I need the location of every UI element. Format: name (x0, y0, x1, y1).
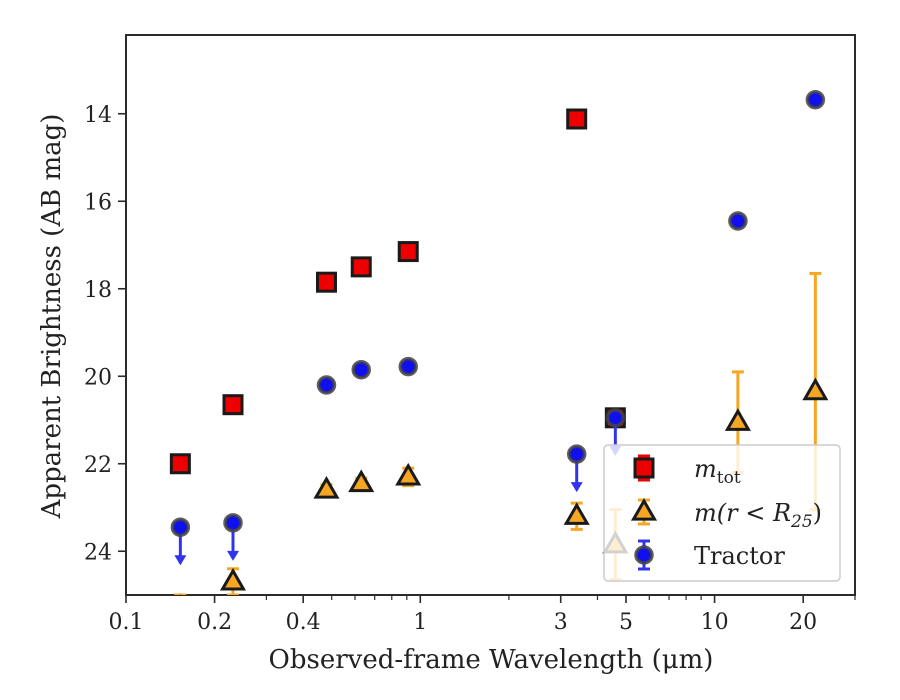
mtot-marker (315, 271, 337, 293)
tractor-marker (566, 444, 587, 464)
tractor-marker (605, 408, 626, 428)
mtot-marker (397, 241, 419, 263)
mr25-marker (395, 462, 422, 486)
tractor-marker (351, 359, 371, 380)
error-bar (174, 593, 187, 595)
mr25-marker (348, 469, 375, 493)
tractor-marker (170, 517, 191, 537)
mtot-marker (169, 453, 191, 475)
legend: mtot m(r < R25) Tractor (603, 444, 841, 582)
plot-frame (125, 34, 856, 596)
legend-label: Tractor (694, 542, 785, 570)
mtot-marker (222, 394, 244, 416)
arrow-head (227, 550, 240, 561)
tractor-marker (805, 90, 826, 110)
x-tick-label: 20 (789, 610, 817, 635)
mr25-marker (313, 475, 340, 499)
x-tick-label: 0.4 (286, 610, 321, 635)
y-tick-label: 18 (84, 278, 112, 303)
tractor-marker (223, 513, 243, 533)
mtot-marker (566, 108, 588, 130)
legend-mr25-marker (630, 497, 658, 521)
axis-ticks: 0.1 0.2 0.4 1 3 5 10 20 14 16 18 20 22 24 (84, 103, 856, 635)
x-tick-label: 0.2 (197, 610, 232, 635)
mr25-marker (724, 408, 751, 431)
x-tick-label: 5 (619, 610, 633, 635)
legend-handle (634, 539, 654, 571)
mr25-marker (802, 377, 829, 401)
y-tick-label: 20 (84, 365, 112, 390)
x-tick-label: 1 (413, 610, 427, 635)
legend-label: mtot (694, 455, 741, 488)
legend-handle (633, 454, 655, 482)
y-tick-label: 14 (84, 103, 112, 128)
x-tick-label: 3 (554, 610, 568, 635)
series-square (169, 108, 626, 475)
legend-box (603, 444, 841, 582)
y-tick-label: 22 (84, 453, 112, 478)
x-axis-label: Observed-frame Wavelength (μm) (269, 645, 714, 675)
mtot-marker (350, 256, 372, 278)
mr25-marker (219, 567, 247, 591)
series-circle (170, 90, 826, 566)
tractor-marker (728, 211, 748, 231)
x-tick-label: 10 (701, 610, 729, 635)
legend-handle (630, 497, 658, 526)
legend-tractor-marker (634, 545, 654, 565)
legend-label: m(r < R25) (694, 499, 822, 532)
arrow-head (174, 555, 187, 566)
arrow-head (570, 482, 583, 493)
tractor-marker (398, 356, 418, 377)
legend-mtot-marker (633, 457, 655, 479)
tractor-marker (316, 375, 337, 395)
mr25-marker (563, 502, 590, 525)
y-tick-label: 16 (84, 190, 112, 215)
y-tick-label: 24 (84, 540, 112, 565)
plot-border (125, 34, 856, 596)
y-axis-label: Apparent Brightness (AB mag) (37, 114, 67, 520)
mr25-marker (179, 594, 181, 595)
x-tick-label: 0.1 (109, 610, 144, 635)
